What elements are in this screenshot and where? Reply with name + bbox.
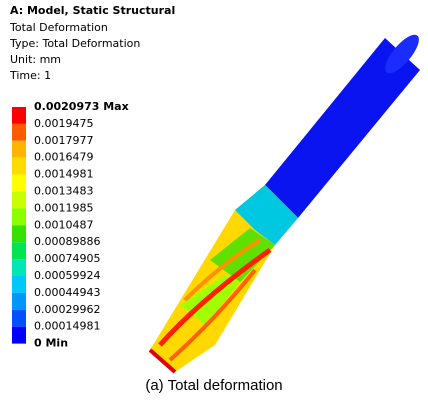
header-line: Type: Total Deformation — [9, 37, 140, 50]
header-line: Total Deformation — [9, 21, 108, 34]
title: A: Model, Static Structural — [10, 4, 175, 17]
legend-swatch — [12, 141, 26, 158]
legend-label: 0.0017977 — [34, 134, 94, 147]
legend-label: 0.0010487 — [34, 218, 94, 231]
legend-swatch — [12, 107, 26, 124]
model — [150, 30, 424, 372]
legend-label: 0.00014981 — [34, 320, 100, 333]
legend-swatch — [12, 158, 26, 175]
caption: (a) Total deformation — [145, 377, 282, 394]
legend-swatch — [12, 124, 26, 141]
legend-label: 0.00074905 — [34, 252, 100, 265]
legend-swatch — [12, 225, 26, 242]
legend: 0.0020973 Max 0.0019475 0.0017977 0.0016479… — [12, 100, 129, 350]
legend-label: 0.0020973 Max — [34, 100, 129, 113]
legend-swatch — [12, 310, 26, 327]
legend-label: 0.0016479 — [34, 151, 94, 164]
legend-label: 0.0019475 — [34, 117, 94, 130]
legend-label: 0 Min — [34, 337, 68, 350]
header-line: Time: 1 — [9, 69, 51, 82]
legend-label: 0.00044943 — [34, 286, 100, 299]
legend-swatch — [12, 259, 26, 276]
legend-label: 0.00029962 — [34, 303, 100, 316]
legend-swatch — [12, 327, 26, 344]
legend-label: 0.0014981 — [34, 168, 94, 181]
screen: A: Model, Static Structural Total Deform… — [0, 0, 428, 407]
header-line: Unit: mm — [10, 53, 61, 66]
legend-label: 0.00059924 — [34, 269, 100, 282]
legend-swatch — [12, 242, 26, 259]
legend-label: 0.0011985 — [34, 201, 94, 214]
legend-swatch — [12, 208, 26, 225]
legend-label: 0.00089886 — [34, 235, 100, 248]
legend-swatch — [12, 276, 26, 293]
legend-label: 0.0013483 — [34, 185, 94, 198]
legend-swatch — [12, 293, 26, 310]
legend-swatch — [12, 192, 26, 209]
legend-swatch — [12, 175, 26, 192]
